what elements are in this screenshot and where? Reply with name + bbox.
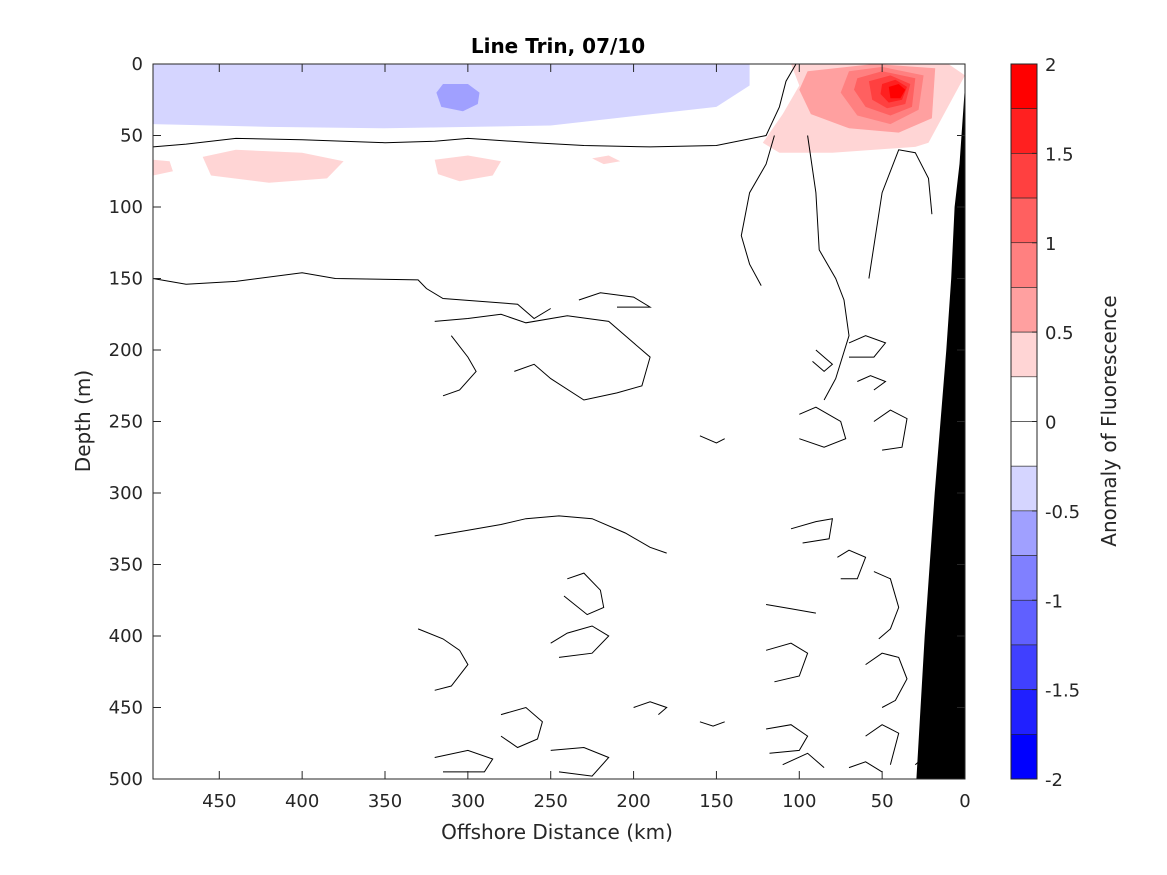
region-negative-core-patch xyxy=(436,84,480,112)
contour-line-25 xyxy=(500,706,543,749)
y-tick-label: 200 xyxy=(109,340,143,361)
colorbar-tick-label: 0.5 xyxy=(1045,323,1074,344)
y-tick-label: 450 xyxy=(109,698,143,719)
contour-line-27 xyxy=(699,721,725,727)
colorbar-tick-label: -1 xyxy=(1045,591,1063,612)
contour-lines xyxy=(152,63,933,777)
contour-line-33 xyxy=(848,761,883,773)
colorbar-frame xyxy=(1010,63,1038,780)
colorbar-swatch xyxy=(1010,599,1038,646)
y-tick-label: 0 xyxy=(132,54,143,75)
contour-line-9 xyxy=(812,349,834,373)
colorbar-tick-label: -1.5 xyxy=(1045,681,1080,702)
contour-line-1 xyxy=(152,63,797,148)
x-tick-label: 50 xyxy=(871,791,894,812)
contour-line-19 xyxy=(766,604,816,614)
colorbar-tick-label: 1.5 xyxy=(1045,144,1074,165)
contour-line-11 xyxy=(857,375,887,391)
contour-line-8 xyxy=(442,335,477,397)
contour-line-30 xyxy=(434,749,494,773)
y-axis-label: Depth (m) xyxy=(71,370,95,472)
contour-line-28 xyxy=(766,724,809,754)
x-tick-label: 300 xyxy=(451,791,485,812)
y-tick-label: 50 xyxy=(120,126,143,147)
contour-line-3 xyxy=(740,135,775,286)
colorbar-swatch xyxy=(1010,242,1038,288)
colorbar-swatch xyxy=(1010,376,1038,422)
colorbar-swatch xyxy=(1010,108,1038,154)
colorbar-tick-label: -0.5 xyxy=(1045,502,1080,523)
plot-area xyxy=(152,63,966,780)
colorbar-swatch xyxy=(1010,63,1038,109)
x-axis-ticks: 450 400 350 300 250 200 150 100 50 0 xyxy=(202,64,971,812)
contour-line-6 xyxy=(578,292,652,308)
contour-line-15 xyxy=(434,515,667,554)
contour-line-2 xyxy=(152,272,551,320)
colorbar-swatch xyxy=(1010,734,1038,780)
colorbar-tick-label: 0 xyxy=(1045,413,1056,434)
y-tick-label: 400 xyxy=(109,626,143,647)
contour-line-4 xyxy=(807,135,850,401)
colorbar-swatch xyxy=(1010,465,1038,512)
colorbar-tick-label: -2 xyxy=(1045,770,1063,791)
contour-line-13 xyxy=(873,409,908,451)
colorbar-swatch xyxy=(1010,689,1038,735)
x-tick-label: 200 xyxy=(616,791,650,812)
colorbar-swatch xyxy=(1010,555,1038,601)
x-tick-label: 0 xyxy=(959,791,970,812)
colorbar-tick-label: 1 xyxy=(1045,234,1056,255)
y-axis-ticks: 0 50 100 150 200 250 300 350 400 450 500 xyxy=(109,54,965,790)
contour-line-18 xyxy=(873,571,900,640)
contour-line-7 xyxy=(434,313,651,401)
plot-background xyxy=(153,64,965,779)
contour-line-24 xyxy=(865,652,908,708)
y-tick-label: 100 xyxy=(109,197,143,218)
contour-line-17 xyxy=(837,549,867,580)
x-tick-label: 100 xyxy=(782,791,816,812)
x-tick-label: 250 xyxy=(534,791,568,812)
contour-line-23 xyxy=(765,642,809,683)
region-positive-patch-3 xyxy=(434,155,501,182)
chart-title: Line Trin, 07/10 xyxy=(471,34,645,58)
colorbar-ticks: 2 1.5 1 0.5 0 -0.5 -1 -1.5 -2 xyxy=(1032,55,1080,791)
y-tick-label: 300 xyxy=(109,483,143,504)
contour-line-16 xyxy=(790,518,834,544)
colorbar-swatch xyxy=(1010,153,1038,199)
colorbar-swatch xyxy=(1010,421,1038,467)
x-tick-label: 350 xyxy=(368,791,402,812)
region-positive-patch-1 xyxy=(153,159,173,176)
contour-line-26 xyxy=(633,701,668,715)
y-tick-label: 350 xyxy=(109,555,143,576)
contour-line-22 xyxy=(550,625,610,658)
contour-line-10 xyxy=(848,335,887,358)
region-positive-patch-2 xyxy=(202,149,344,183)
colorbar-swatch xyxy=(1010,644,1038,690)
x-tick-label: 150 xyxy=(699,791,733,812)
colorbar-tick-label: 2 xyxy=(1045,55,1056,76)
contour-line-12 xyxy=(799,406,847,448)
colorbar-swatch xyxy=(1010,331,1038,378)
y-tick-label: 150 xyxy=(109,269,143,290)
x-tick-label: 400 xyxy=(285,791,319,812)
colorbar-swatch xyxy=(1010,510,1038,556)
colorbar-label: Anomaly of Fluorescence xyxy=(1097,295,1121,546)
region-positive-coastal-core xyxy=(888,84,906,99)
colorbar-swatch xyxy=(1010,287,1038,333)
y-tick-label: 250 xyxy=(109,412,143,433)
x-axis-label: Offshore Distance (km) xyxy=(441,820,673,844)
filled-contour-regions xyxy=(153,64,965,183)
contour-line-20 xyxy=(563,572,605,616)
contour-line-31 xyxy=(550,746,610,777)
x-tick-label: 450 xyxy=(202,791,236,812)
contour-line-32 xyxy=(782,752,825,768)
contour-line-5 xyxy=(868,149,933,279)
region-positive-patch-4 xyxy=(592,155,621,165)
contour-line-14 xyxy=(699,435,725,444)
y-tick-label: 500 xyxy=(109,769,143,790)
contour-line-29 xyxy=(865,724,900,765)
contour-line-21 xyxy=(417,628,469,691)
colorbar: 2 1.5 1 0.5 0 -0.5 -1 -1.5 -2 xyxy=(1010,55,1080,791)
colorbar-swatch xyxy=(1010,197,1038,244)
